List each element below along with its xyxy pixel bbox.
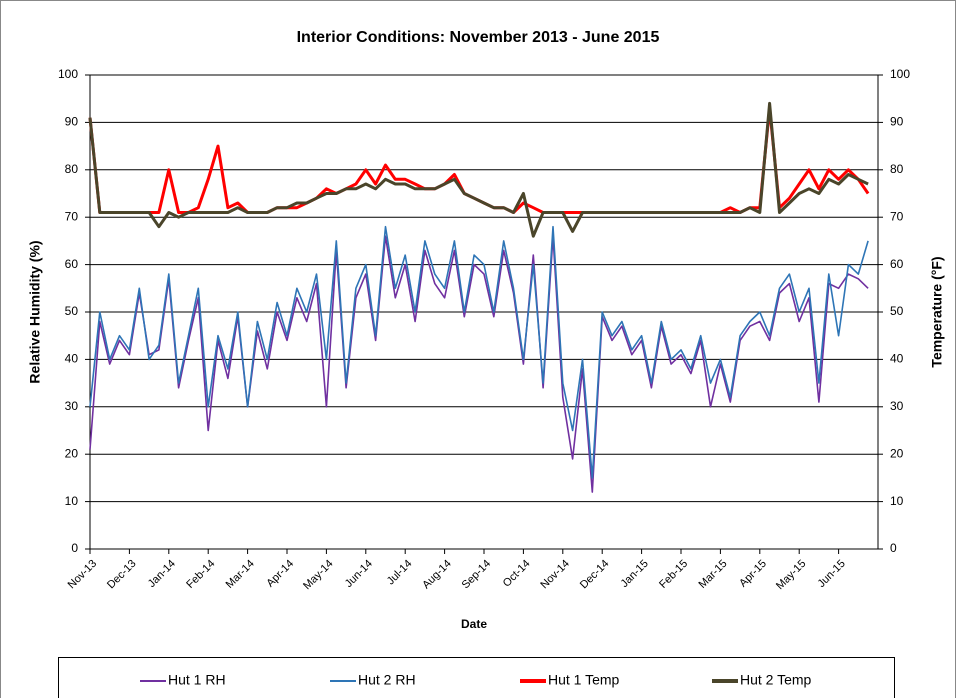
y2-tick-label: 100 — [890, 67, 910, 81]
y2-tick-label: 90 — [890, 115, 904, 129]
y-tick-label: 90 — [65, 115, 79, 129]
y2-tick-label: 60 — [890, 257, 904, 271]
y-tick-label: 0 — [71, 541, 78, 555]
y2-tick-label: 20 — [890, 446, 904, 460]
chart-title: Interior Conditions: November 2013 - Jun… — [297, 29, 660, 46]
y2-tick-label: 30 — [890, 399, 904, 413]
y2-tick-label: 50 — [890, 304, 904, 318]
y2-tick-label: 10 — [890, 494, 904, 508]
series-line — [88, 101, 869, 238]
y-tick-label: 30 — [65, 399, 79, 413]
y-tick-label: 40 — [65, 352, 79, 366]
y2-tick-label: 80 — [890, 162, 904, 176]
legend-box — [58, 657, 895, 698]
series-line — [89, 225, 869, 479]
y-tick-label: 50 — [65, 304, 79, 318]
y-tick-label: 80 — [65, 162, 79, 176]
y-tick-label: 60 — [65, 257, 79, 271]
legend-label: Hut 2 Temp — [740, 672, 812, 688]
legend-label: Hut 2 RH — [358, 672, 416, 688]
y-tick-label: 10 — [65, 494, 79, 508]
y-tick-label: 20 — [65, 446, 79, 460]
legend-label: Hut 1 Temp — [548, 672, 620, 688]
y2-tick-label: 40 — [890, 352, 904, 366]
y2-tick-label: 70 — [890, 209, 904, 223]
y-axis-title: Relative Humidity (%) — [27, 240, 43, 383]
y2-axis-title: Temperature (°F) — [929, 256, 945, 367]
y-tick-label: 100 — [58, 67, 78, 81]
legend-label: Hut 1 RH — [168, 672, 226, 688]
x-axis-title: Date — [461, 617, 487, 631]
y2-tick-label: 0 — [890, 541, 897, 555]
y-tick-label: 70 — [65, 209, 79, 223]
